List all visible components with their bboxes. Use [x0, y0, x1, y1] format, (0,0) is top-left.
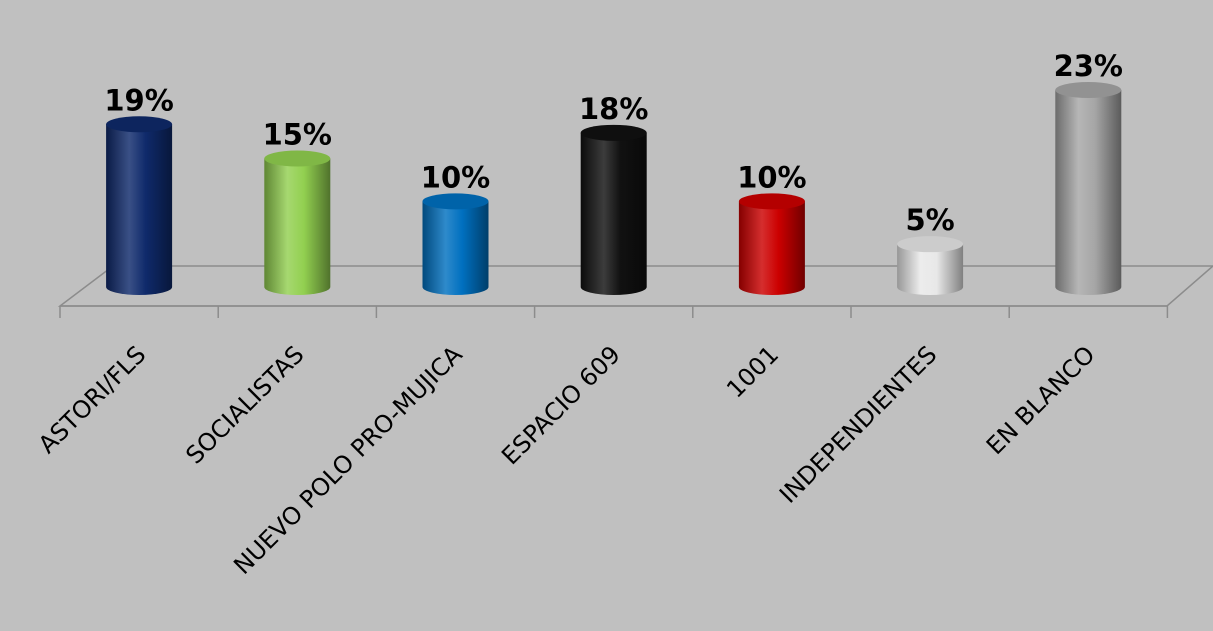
- value-label: 15%: [263, 118, 332, 152]
- bar-top: [106, 116, 173, 133]
- bar-top: [1055, 82, 1122, 98]
- value-label: 19%: [104, 83, 173, 117]
- bar-top: [264, 150, 331, 167]
- value-labels-group: 19% 15% 10% 18% 10% 5% 23%: [104, 49, 1123, 237]
- bar-top: [897, 236, 964, 253]
- bar: [580, 132, 647, 295]
- bar-top: [422, 193, 489, 210]
- bar-top: [580, 124, 647, 141]
- category-label: ESPACIO 609: [496, 340, 626, 470]
- value-label: 23%: [1054, 49, 1123, 83]
- category-label: INDEPENDIENTES: [774, 340, 942, 508]
- bar: [738, 201, 805, 295]
- bar: [422, 201, 489, 295]
- value-label: 5%: [905, 203, 954, 237]
- category-label: EN BLANCO: [981, 340, 1101, 460]
- bar: [1055, 90, 1122, 295]
- bars-group: [106, 82, 1122, 296]
- value-label: 10%: [421, 160, 490, 194]
- bar-top: [738, 193, 805, 210]
- value-label: 18%: [579, 92, 648, 126]
- category-label: 1001: [721, 340, 784, 403]
- bar: [897, 244, 964, 295]
- bar: [264, 158, 331, 295]
- category-label: ASTORI/FLS: [33, 340, 151, 458]
- bar: [106, 124, 173, 296]
- x-axis-ticks: [59, 306, 1169, 318]
- value-label: 10%: [737, 160, 806, 194]
- category-label: SOCIALISTAS: [180, 340, 309, 469]
